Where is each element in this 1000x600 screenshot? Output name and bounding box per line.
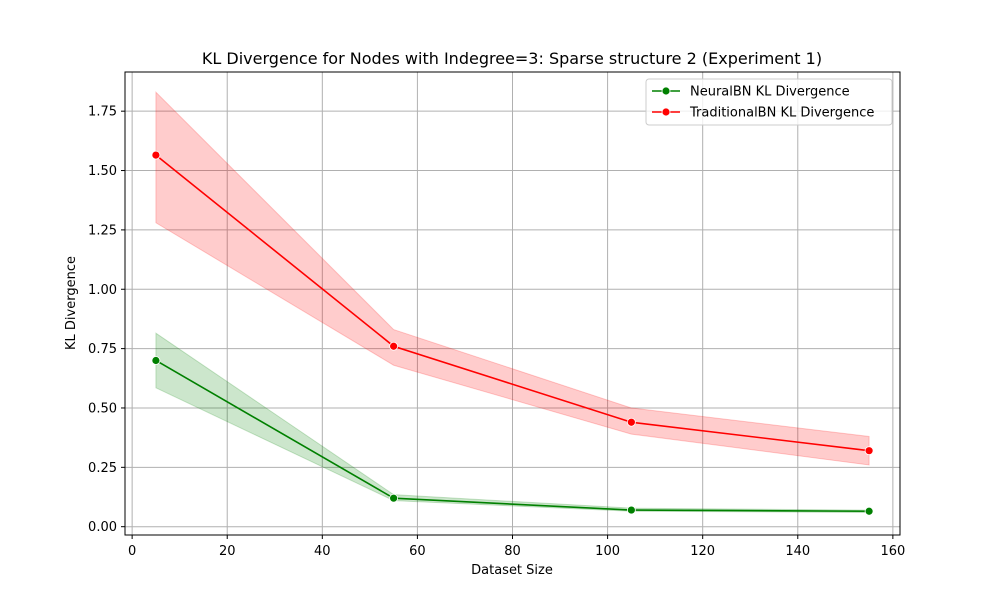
x-axis-ticks: 0 20 40 60 80 100 120 140 160 xyxy=(128,535,905,559)
legend-marker xyxy=(661,86,671,96)
series-markers xyxy=(151,150,874,516)
x-tick-label: 20 xyxy=(219,544,236,559)
y-tick-label: 0.75 xyxy=(88,342,117,357)
x-tick-label: 100 xyxy=(595,544,620,559)
y-tick-label: 0.50 xyxy=(88,401,117,416)
grid xyxy=(125,72,900,535)
legend: NeuralBN KL Divergence TraditionalBN KL D… xyxy=(645,78,893,126)
series-1-point xyxy=(864,446,874,456)
y-tick-label: 0.25 xyxy=(88,461,117,476)
x-tick-label: 0 xyxy=(128,544,136,559)
y-tick-label: 1.50 xyxy=(88,164,117,179)
chart-title: KL Divergence for Nodes with Indegree=3:… xyxy=(202,49,822,68)
y-tick-label: 1.25 xyxy=(88,223,117,238)
x-tick-label: 160 xyxy=(880,544,905,559)
series-1-line xyxy=(155,154,870,452)
series-0-point xyxy=(151,356,161,365)
y-axis-ticks: 0.00 0.25 0.50 0.75 1.00 1.25 1.50 1.75 xyxy=(88,105,125,535)
legend-entry: NeuralBN KL Divergence xyxy=(690,85,850,100)
x-axis-label: Dataset Size xyxy=(471,563,553,578)
x-tick-label: 60 xyxy=(409,544,426,559)
x-tick-label: 40 xyxy=(314,544,331,559)
x-tick-label: 120 xyxy=(690,544,715,559)
series-0-point xyxy=(626,505,636,515)
legend-marker xyxy=(661,107,671,117)
y-tick-label: 1.00 xyxy=(88,283,117,298)
x-tick-label: 140 xyxy=(785,544,810,559)
y-tick-label: 0.00 xyxy=(88,520,117,535)
y-axis-label: KL Divergence xyxy=(64,256,79,350)
x-tick-label: 80 xyxy=(504,544,521,559)
series-0-line xyxy=(155,359,870,513)
series-0-point xyxy=(864,506,874,516)
series-1-point xyxy=(389,341,399,351)
series-0-point xyxy=(389,493,399,503)
series-1-point xyxy=(151,150,161,160)
series-1-point xyxy=(626,417,636,427)
y-tick-label: 1.75 xyxy=(88,105,117,120)
series-lines xyxy=(155,154,870,513)
series-1-band xyxy=(155,90,870,466)
legend-entry: TraditionalBN KL Divergence xyxy=(689,106,874,121)
legend-frame xyxy=(645,78,893,126)
